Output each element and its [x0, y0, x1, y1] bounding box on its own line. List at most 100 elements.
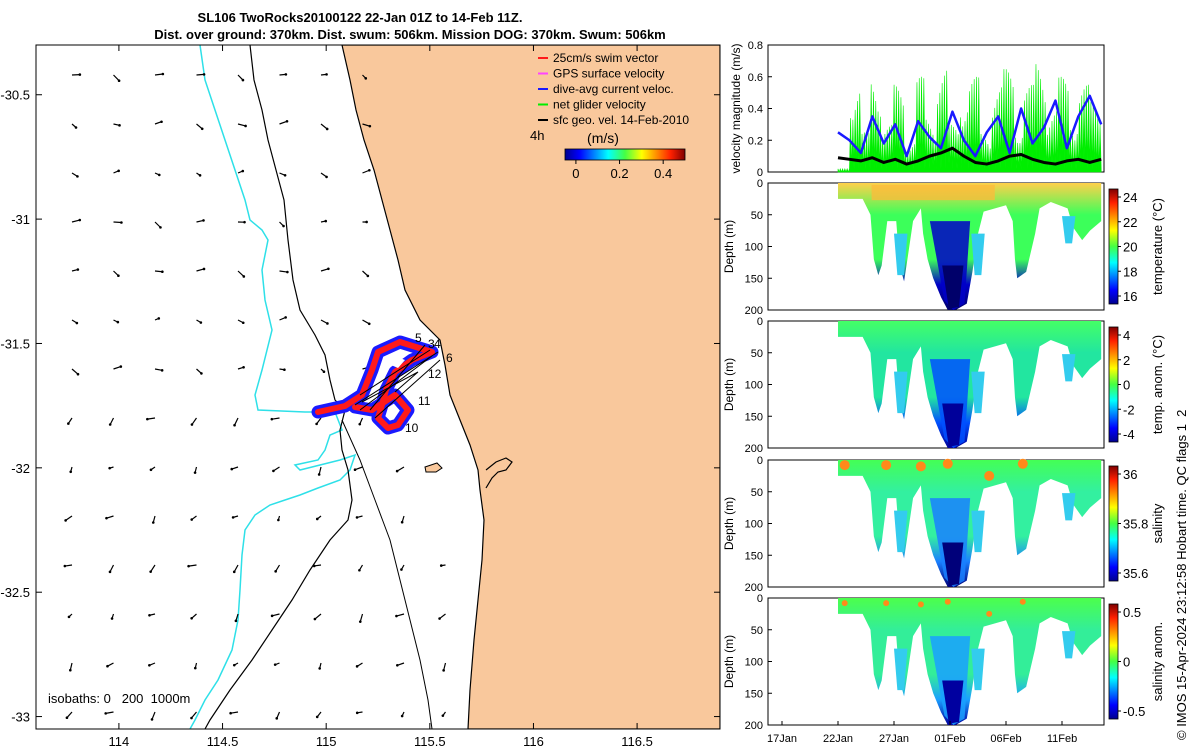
- map-xtick-label: 116.5: [621, 734, 653, 749]
- velocity-arrow-head: [67, 422, 70, 425]
- velocity-arrow: [191, 711, 197, 719]
- speed-colorbar: 4h (m/s) 0 0.2 0.4: [530, 128, 686, 181]
- waypoint-label: 5: [415, 331, 422, 345]
- velocity-arrow-head: [148, 613, 151, 617]
- time-label: 4h: [530, 128, 544, 143]
- velocity-arrow-head: [317, 473, 321, 476]
- section-ytick-label: 0: [757, 316, 763, 328]
- velocity-arrow-head: [108, 466, 111, 470]
- velocity-arrow-head: [76, 268, 80, 271]
- colorbar-tick-label: 35.6: [1123, 566, 1148, 581]
- section-ytick-label: 150: [745, 273, 763, 285]
- waypoint-label: 4: [434, 337, 441, 351]
- velocity-arrow-head: [277, 518, 280, 522]
- velocity-arrow-head: [193, 666, 197, 670]
- velocity-arrow-head: [108, 570, 112, 574]
- section-hotspot: [944, 598, 951, 605]
- section-ytick-label: 200: [745, 582, 763, 594]
- velocity-arrow-head: [283, 368, 286, 372]
- right-panels: 0 0.2 0.4 0.6 0.8 velocity magnitude (m/s) 0 50…: [722, 40, 1165, 745]
- velocity-arrow-head: [242, 365, 245, 369]
- velocity-arrow-head: [200, 127, 204, 131]
- velocity-arrow-head: [285, 119, 289, 123]
- velocity-arrow-head: [202, 219, 205, 222]
- chart-title-line2: Dist. over ground: 370km. Dist. swum: 50…: [154, 27, 666, 42]
- section-hotspot: [915, 461, 926, 472]
- isobath-label: isobaths: 0 200 1000m: [48, 691, 190, 706]
- velocity-arrow-head: [118, 124, 121, 127]
- velocity-arrow-head: [241, 78, 245, 82]
- velocity-arrow-head: [358, 422, 362, 426]
- section-dip: [971, 233, 985, 276]
- velocity-ytick-label: 0.6: [748, 72, 763, 84]
- velocity-arrow-head: [355, 665, 359, 668]
- velocity-arrow-head: [187, 564, 190, 568]
- dive-avg-series: [837, 94, 1103, 158]
- salinity-anomaly-section-panel: 0 50 100 150 200 Depth (m) 0.5 0 -0.5 salinity an…: [722, 593, 1165, 732]
- velocity-arrow-head: [315, 715, 319, 719]
- velocity-arrow-head: [234, 619, 238, 623]
- section-ytick-label: 200: [745, 443, 763, 455]
- colorbar-tick-label: 0.4: [654, 166, 672, 181]
- section-bottom-core: [942, 680, 964, 724]
- velocity-arrow-head: [313, 617, 317, 621]
- velocity-arrow-head: [104, 712, 107, 715]
- waypoint-label: 12: [428, 367, 442, 381]
- velocity-arrow-head: [160, 120, 163, 124]
- velocity-arrow-head: [110, 617, 114, 620]
- date-axis: 17Jan 22Jan 27Jan 01Feb 06Feb 11Feb: [767, 721, 1077, 745]
- velocity-arrow-head: [190, 423, 194, 426]
- velocity-arrow-head: [327, 267, 330, 271]
- section-dip: [971, 510, 985, 553]
- velocity-arrow-head: [241, 169, 245, 173]
- map-ytick-label: -30.5: [0, 88, 30, 103]
- colorbar-label: temperature (°C): [1150, 198, 1165, 295]
- section-dip: [1062, 631, 1076, 659]
- section-ytick-label: 100: [745, 380, 763, 392]
- velocity-arrow: [237, 123, 246, 127]
- section-colorbar: [1108, 465, 1119, 582]
- section-bottom-core: [942, 542, 964, 586]
- velocity-arrow-head: [355, 516, 359, 519]
- colorbar-tick-label: 35.8: [1123, 517, 1148, 532]
- map-xtick-label: 115: [316, 734, 337, 749]
- velocity-arrow-head: [160, 369, 164, 372]
- map-xtick-label: 116: [523, 734, 544, 749]
- velocity-ylabel: velocity magnitude (m/s): [729, 43, 743, 173]
- velocity-arrow-head: [202, 267, 206, 271]
- map-legend: 25cm/s swim vector GPS surface velocitydi…: [538, 51, 689, 127]
- velocity-arrow-head: [286, 270, 289, 274]
- section-ytick-label: 0: [757, 178, 763, 190]
- section-field: [838, 183, 1102, 310]
- velocity-arrow-head: [159, 226, 162, 229]
- velocity-arrow-head: [74, 126, 78, 129]
- waypoint-labels: 5 3 46 12 11 10: [405, 331, 453, 435]
- colorbar-tick-label: -0.5: [1123, 704, 1145, 719]
- geo-velocity-series: [837, 146, 1102, 166]
- colorbar-label: temp. anom. (°C): [1150, 335, 1165, 434]
- velocity-arrow-head: [108, 423, 112, 426]
- map-axes: 114 114.5 115 115.5 116 116.5-30.5-31-31.5-32…: [0, 45, 720, 749]
- map-panel: 5 3 46 12 11 10 114 114.5 115 115.5 116 116.5 -30.5…: [0, 44, 721, 749]
- velocity-arrow-head: [157, 173, 161, 177]
- date-tick-label: 27Jan: [879, 733, 909, 745]
- velocity-arrow-head: [284, 73, 288, 76]
- section-ytick-label: 200: [745, 305, 763, 317]
- section-hotspot: [984, 470, 995, 481]
- velocity-arrow-head: [358, 568, 361, 572]
- section-ytick-label: 150: [745, 688, 763, 700]
- velocity-arrow-head: [116, 320, 120, 324]
- glider-track: [311, 335, 441, 435]
- section-ytick-label: 200: [745, 720, 763, 732]
- map-frame: [35, 44, 721, 730]
- velocity-arrow: [191, 417, 197, 425]
- velocity-arrow: [154, 73, 163, 76]
- velocity-arrow-head: [366, 274, 370, 278]
- velocity-arrow: [233, 564, 239, 573]
- velocity-arrow-head: [322, 370, 326, 374]
- section-ylabel: Depth (m): [722, 497, 736, 550]
- velocity-arrow-head: [325, 175, 328, 179]
- section-field: [838, 321, 1102, 448]
- section-colorbar: [1108, 326, 1119, 443]
- velocity-arrow-head: [438, 617, 441, 620]
